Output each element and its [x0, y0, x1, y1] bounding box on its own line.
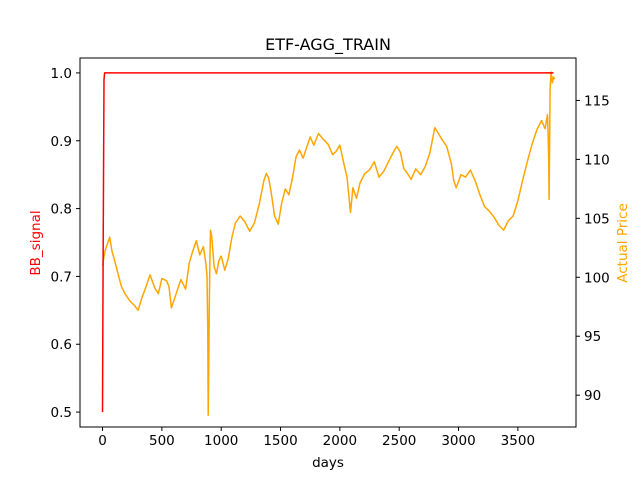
- left-y-axis-label: BB_signal: [28, 210, 44, 275]
- left-y-tick-label: 0.8: [51, 202, 72, 218]
- x-tick-label: 1500: [263, 433, 297, 449]
- x-tick-label: 500: [149, 433, 175, 449]
- chart-title: ETF-AGG_TRAIN: [265, 35, 391, 55]
- x-axis-ticks: 0 500 1000 1500 2000 2500 3000 3500: [98, 427, 535, 449]
- left-y-tick-label: 0.5: [51, 405, 72, 421]
- right-y-axis-label: Actual Price: [615, 203, 631, 283]
- right-y-axis-ticks: 90 95 100 105 110 115: [576, 93, 610, 404]
- x-tick-label: 3500: [501, 433, 535, 449]
- x-tick-label: 3000: [441, 433, 475, 449]
- right-y-tick-label: 100: [584, 270, 610, 286]
- plot-lines: [101, 71, 556, 416]
- left-y-axis-ticks: 0.5 0.6 0.7 0.8 0.9 1.0: [51, 66, 80, 421]
- left-y-tick-label: 0.7: [51, 269, 72, 285]
- right-y-tick-label: 105: [584, 211, 610, 227]
- plot-frame: [79, 57, 577, 428]
- right-y-tick-label: 110: [584, 152, 610, 168]
- right-y-tick-label: 90: [584, 388, 601, 404]
- series-line-actual-price: [101, 71, 556, 416]
- left-y-tick-label: 0.6: [51, 337, 72, 353]
- right-y-tick-label: 95: [584, 329, 601, 345]
- x-tick-label: 2000: [323, 433, 357, 449]
- x-axis-label: days: [312, 455, 344, 471]
- x-tick-label: 0: [98, 433, 107, 449]
- left-y-tick-label: 0.9: [51, 134, 72, 150]
- x-tick-label: 1000: [204, 433, 238, 449]
- series-line-bb-signal: [101, 72, 554, 413]
- x-tick-label: 2500: [382, 433, 416, 449]
- left-y-tick-label: 1.0: [51, 66, 72, 82]
- right-y-tick-label: 115: [584, 93, 610, 109]
